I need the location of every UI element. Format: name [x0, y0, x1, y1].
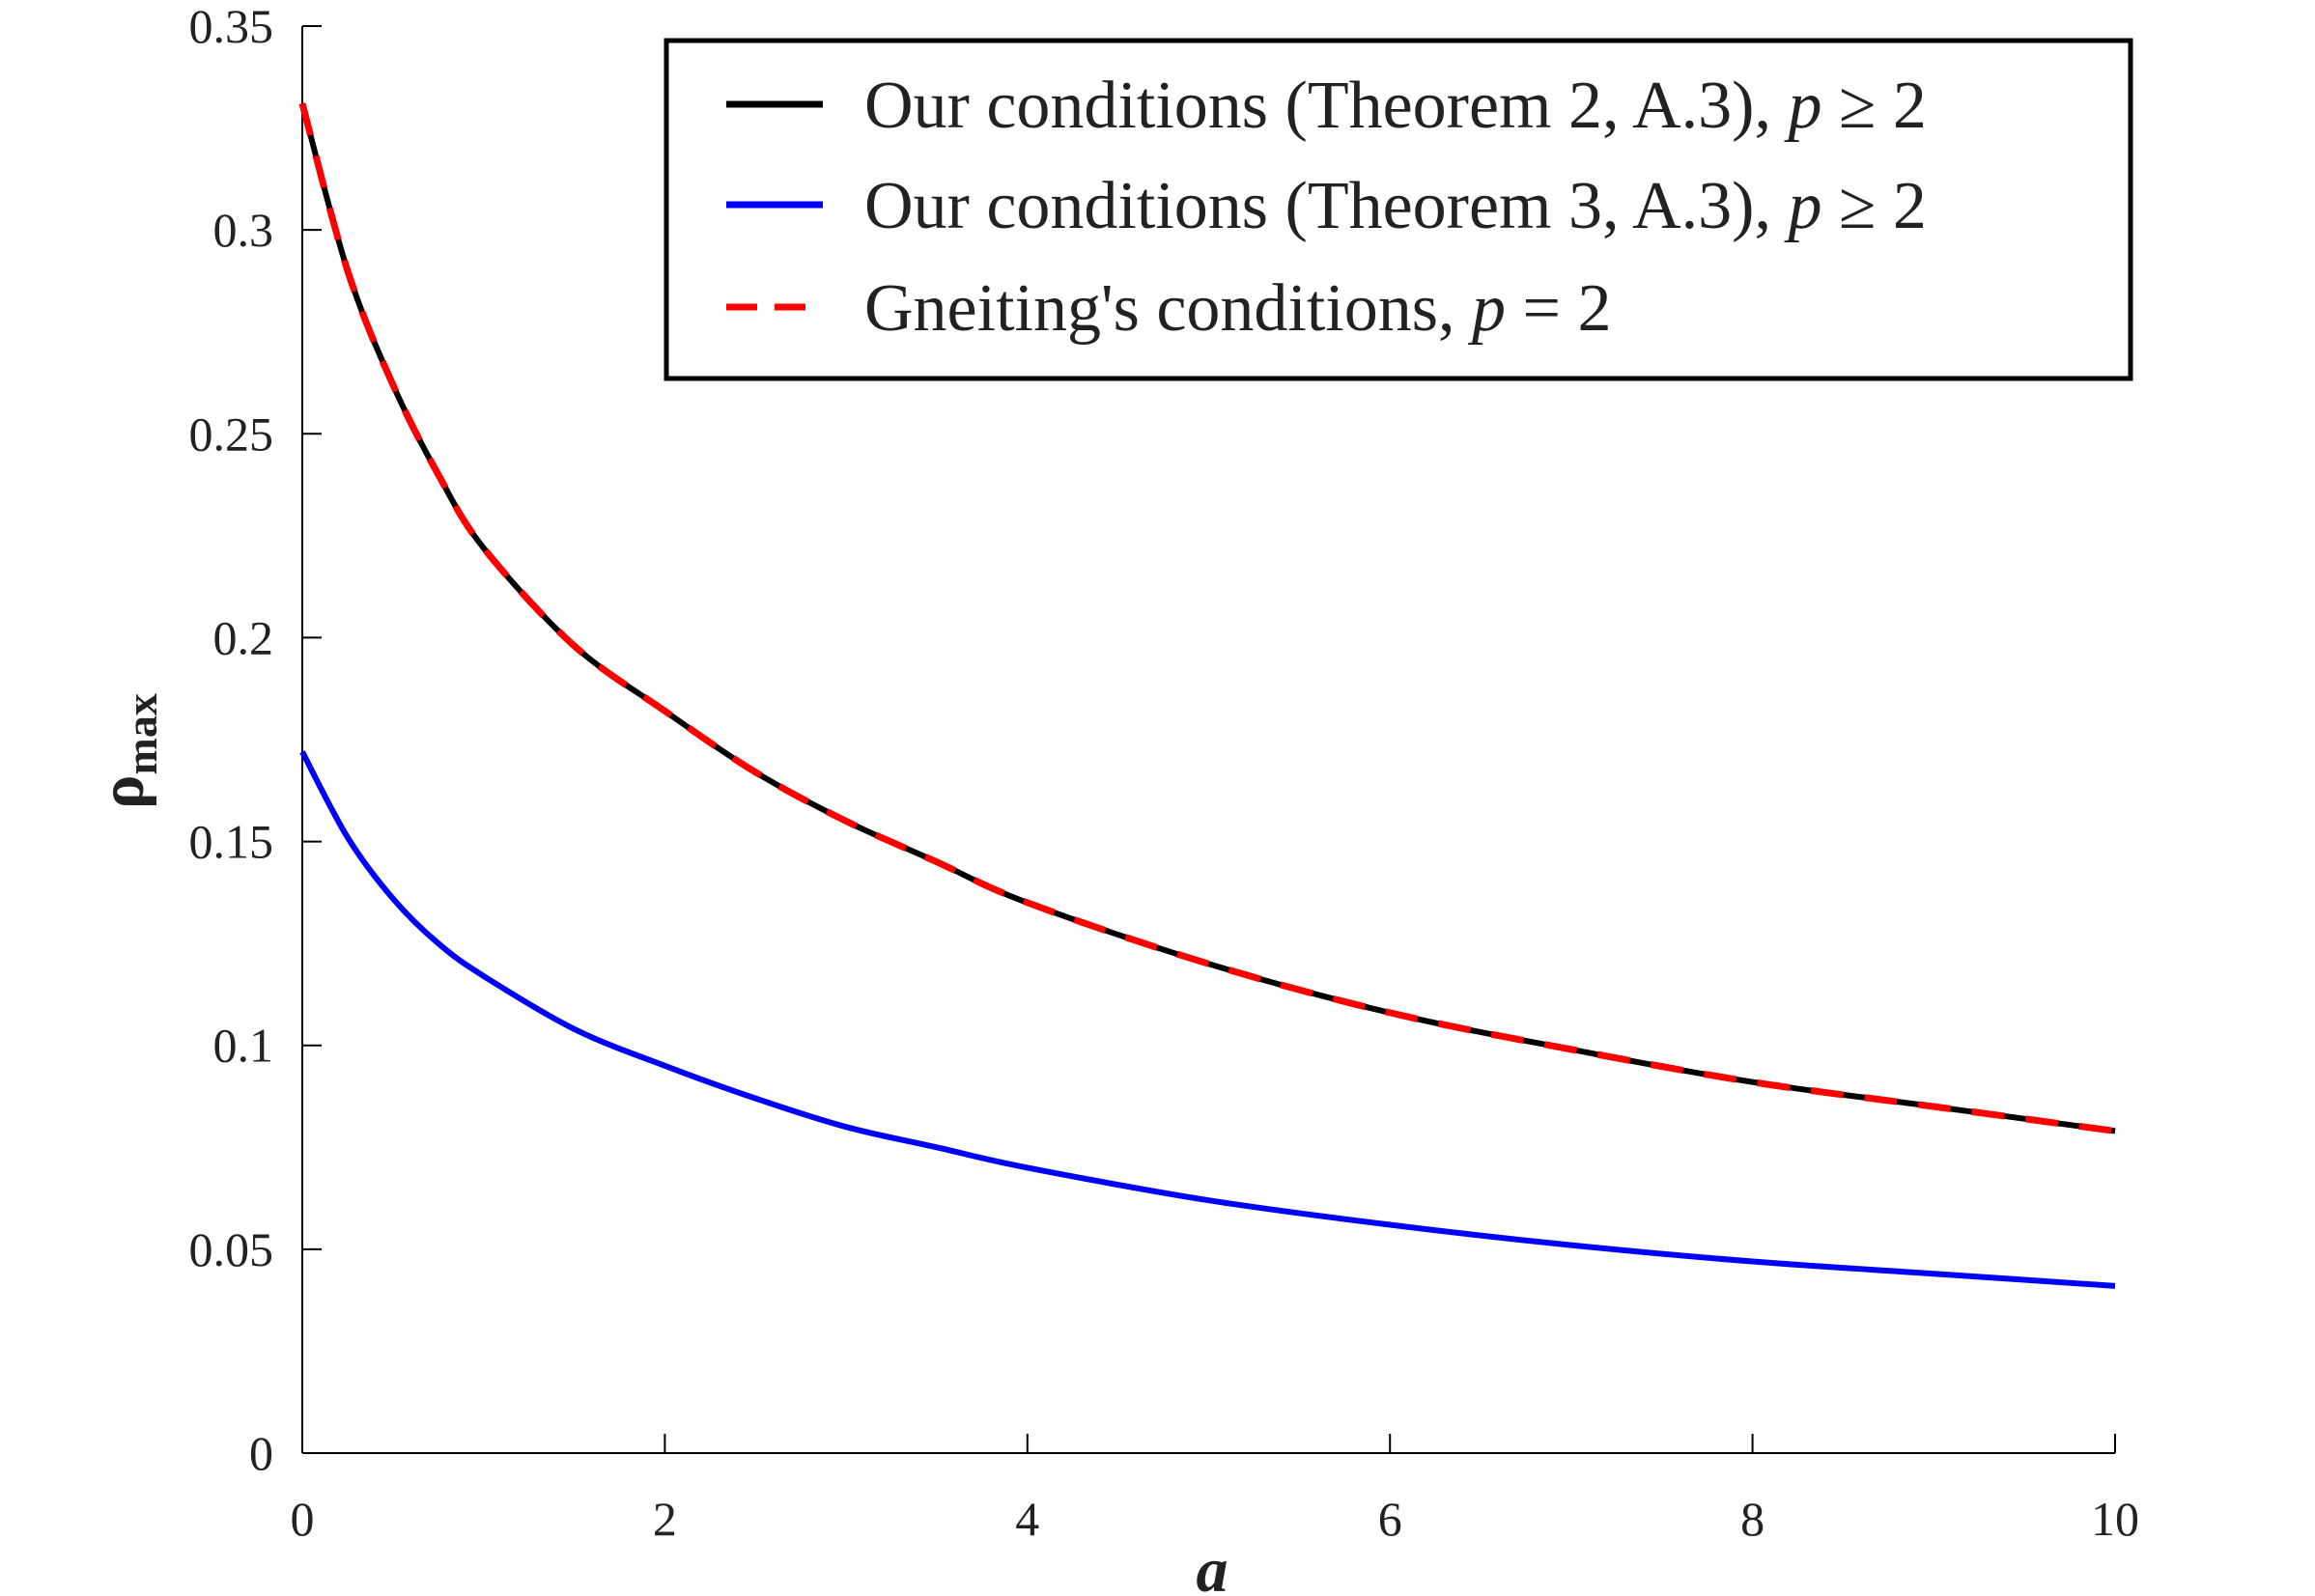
legend-label-var: p: [1467, 271, 1506, 346]
x-tick-label: 10: [2091, 1492, 2139, 1546]
series-line-2: [299, 750, 2116, 1289]
tick-labels: 0 2 4 6 8 10 0 0.05 0.1 0.15 0.2 0.25 0.3 0.35: [189, 0, 2140, 1546]
y-tick-label: 0: [249, 1426, 273, 1480]
legend-label-main: Gneiting's conditions,: [864, 271, 1472, 346]
legend-label-1: Our conditions (Theorem 2, A.3), p ≥ 2: [864, 69, 1927, 143]
x-tick-label: 2: [653, 1492, 677, 1546]
legend-label-2: Our conditions (Theorem 3, A.3), p ≥ 2: [864, 169, 1927, 243]
y-axis-title-main: ρ: [87, 775, 157, 809]
x-tick-label: 6: [1378, 1492, 1402, 1546]
x-tick-label: 0: [291, 1492, 315, 1546]
legend-label-rel: ≥ 2: [1821, 69, 1926, 143]
x-tick-label: 4: [1015, 1492, 1039, 1546]
y-tick-label: 0.25: [189, 406, 274, 461]
y-tick-label: 0.2: [213, 610, 274, 664]
legend-label-var: p: [1783, 169, 1821, 243]
legend-label-main: Our conditions (Theorem 3, A.3),: [864, 169, 1788, 243]
series-line-3: [298, 102, 2116, 1134]
legend-box: [663, 38, 2133, 381]
y-tick-label: 0.35: [189, 0, 274, 53]
y-tick-label: 0.3: [213, 203, 274, 257]
legend-label-rel: ≥ 2: [1821, 169, 1926, 243]
legend-label-var: p: [1783, 69, 1821, 143]
legend-label-main: Our conditions (Theorem 2, A.3),: [864, 69, 1788, 143]
x-axis-title: a: [1197, 1535, 1228, 1596]
y-tick-label: 0.1: [213, 1019, 274, 1073]
legend: Our conditions (Theorem 2, A.3), p ≥ 2Ou…: [663, 38, 2133, 381]
y-tick-label: 0.05: [189, 1222, 274, 1276]
legend-label-rel: = 2: [1506, 271, 1611, 346]
axes: [301, 25, 2116, 1454]
y-tick-label: 0.15: [189, 815, 274, 869]
y-axis-title: ρmax: [87, 693, 166, 809]
x-tick-label: 8: [1740, 1492, 1764, 1546]
y-axis-title-sub: max: [117, 693, 166, 774]
series-lines: [298, 102, 2116, 1289]
legend-label-3: Gneiting's conditions, p = 2: [864, 271, 1611, 346]
